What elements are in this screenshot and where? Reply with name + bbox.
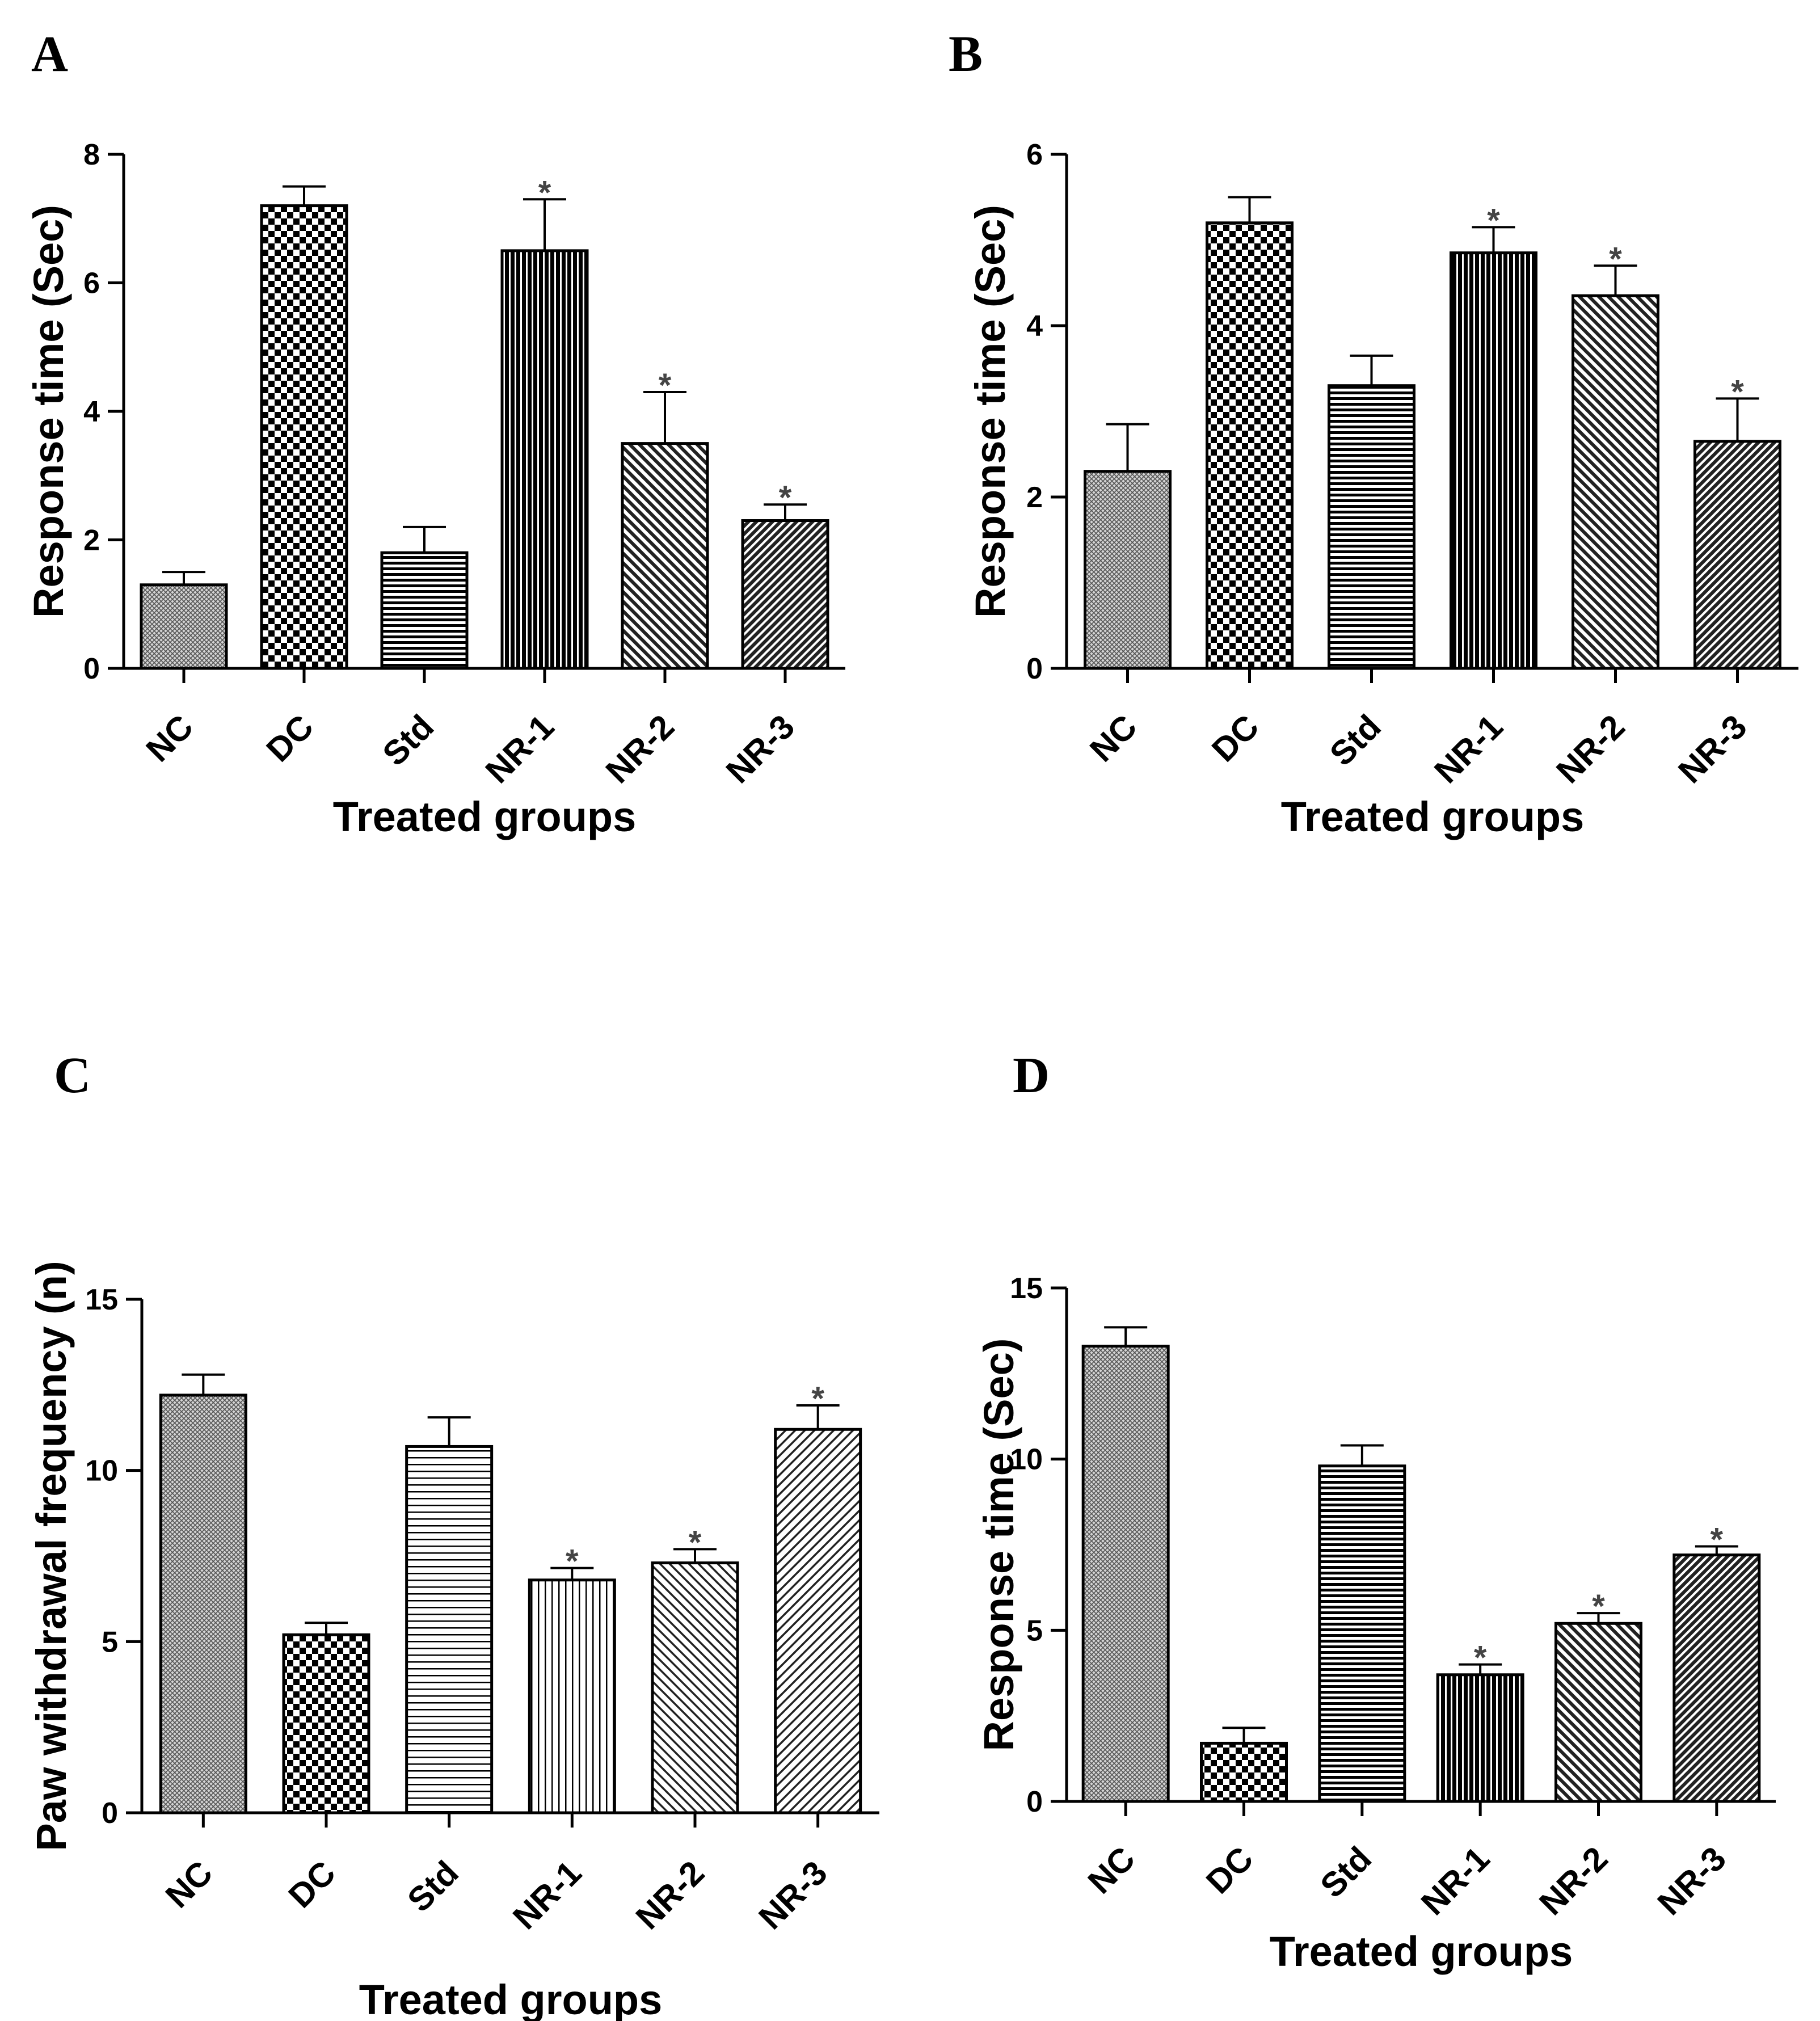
x-tick-label: Std	[375, 708, 441, 773]
bar-nr-3	[1672, 1553, 1761, 1803]
bar-dc	[282, 1633, 370, 1814]
bar-dc	[1206, 221, 1294, 670]
x-axis-title: Treated groups	[333, 793, 637, 840]
bar-nr-2	[621, 442, 709, 670]
significance-star: *	[811, 1380, 824, 1417]
x-tick-label: NR-2	[599, 708, 681, 790]
x-tick-label: DC	[1199, 1839, 1261, 1901]
x-tick-label: Std	[1313, 1839, 1379, 1905]
significance-star: *	[1609, 241, 1622, 277]
x-tick-label: NR-3	[751, 1854, 834, 1936]
bar-std	[1318, 1464, 1406, 1803]
x-tick-label: NC	[1081, 1839, 1143, 1901]
bar-nc	[1084, 470, 1172, 670]
x-tick-label: NR-2	[1549, 708, 1632, 790]
chart-panel-c: C 0 5 10 15 Paw withdrawal frequency (n) NC DC S…	[28, 1047, 879, 2021]
x-tick-label: NR-3	[1671, 708, 1754, 790]
significance-star: *	[1487, 202, 1500, 239]
x-tick-label: DC	[281, 1854, 343, 1915]
y-tick-label: 0	[1026, 652, 1043, 685]
y-tick-label: 2	[1026, 481, 1043, 514]
x-tick-label: NR-1	[478, 708, 561, 790]
bar-nr-2	[1572, 294, 1659, 670]
y-tick-label: 10	[1010, 1443, 1043, 1476]
significance-star: *	[566, 1543, 579, 1580]
x-tick-label: NR-1	[505, 1854, 588, 1936]
y-tick-label: 15	[1010, 1272, 1043, 1305]
y-tick-label: 4	[1026, 310, 1043, 343]
x-tick-label: NC	[1082, 708, 1144, 769]
y-tick-label: 10	[85, 1455, 118, 1488]
significance-star: *	[659, 367, 672, 404]
y-tick-label: 6	[83, 267, 100, 300]
bar-dc	[1200, 1741, 1288, 1803]
x-tick-label: NR-2	[1532, 1839, 1615, 1922]
bar-nr-1	[1450, 251, 1537, 670]
y-tick-label: 5	[102, 1626, 118, 1658]
y-tick-label: 15	[85, 1283, 118, 1316]
x-tick-label: NR-1	[1414, 1839, 1497, 1922]
x-tick-label: DC	[259, 708, 321, 769]
bar-nr-3	[1693, 440, 1781, 670]
bar-nr-2	[1554, 1622, 1642, 1803]
y-tick-label: 6	[1026, 138, 1043, 171]
y-tick-label: 2	[83, 524, 100, 557]
y-tick-label: 5	[1026, 1614, 1043, 1647]
chart-panel-b: B 0 2 4 6 Response time (Sec) NC DC Std * NR-1 * NR-…	[949, 26, 1798, 840]
chart-panel-d: D 0 5 10 15 Response time (Sec) NC DC Std * NR-1 * N…	[975, 1047, 1776, 1975]
panel-letter: B	[949, 26, 983, 82]
panel-letter: A	[31, 26, 68, 82]
x-tick-label: DC	[1204, 708, 1266, 769]
y-tick-label: 0	[102, 1797, 118, 1830]
x-tick-label: NC	[158, 1854, 220, 1915]
y-axis-title: Response time (Sec)	[25, 205, 72, 618]
bar-nr-3	[741, 519, 829, 670]
bar-nc	[159, 1393, 247, 1814]
y-tick-label: 4	[83, 395, 100, 428]
x-tick-label: NR-3	[1650, 1839, 1733, 1922]
significance-star: *	[538, 174, 551, 211]
significance-star: *	[779, 479, 792, 516]
significance-star: *	[689, 1524, 702, 1561]
x-tick-label: NR-1	[1427, 708, 1510, 790]
significance-star: *	[1474, 1640, 1487, 1677]
bar-std	[380, 551, 469, 670]
panel-letter: D	[1013, 1047, 1050, 1104]
bar-nr-2	[651, 1561, 739, 1814]
x-tick-label: Std	[1322, 708, 1388, 773]
bar-nc	[1081, 1345, 1170, 1803]
x-axis-title: Treated groups	[1281, 793, 1585, 840]
bar-nr-1	[1436, 1673, 1524, 1803]
x-axis-title: Treated groups	[359, 1976, 663, 2021]
bar-std	[1328, 384, 1415, 670]
significance-star: *	[1592, 1588, 1605, 1625]
y-axis-title: Response time (Sec)	[975, 1338, 1022, 1751]
panel-letter: C	[54, 1047, 91, 1104]
x-tick-label: NR-2	[629, 1854, 711, 1936]
bar-nr-1	[528, 1578, 616, 1814]
bar-std	[405, 1445, 494, 1814]
y-axis-title: Response time (Sec)	[967, 205, 1014, 618]
bar-nr-1	[500, 249, 589, 670]
y-tick-label: 8	[83, 138, 100, 171]
y-tick-label: 0	[83, 652, 100, 685]
y-axis-title: Paw withdrawal frequency (n)	[28, 1261, 75, 1851]
significance-star: *	[1711, 1522, 1724, 1559]
x-tick-label: Std	[400, 1854, 466, 1919]
x-tick-label: NR-3	[719, 708, 802, 790]
x-axis-title: Treated groups	[1270, 1928, 1573, 1975]
bar-nr-3	[774, 1428, 862, 1814]
y-tick-label: 0	[1026, 1786, 1043, 1818]
significance-star: *	[1731, 373, 1744, 410]
chart-panel-a: A 0 2 4 6 8 Response time (Sec) NC DC Std * NR-1 * NR…	[25, 26, 845, 840]
bar-nc	[140, 583, 228, 670]
bar-dc	[260, 204, 348, 670]
x-tick-label: NC	[139, 708, 201, 769]
